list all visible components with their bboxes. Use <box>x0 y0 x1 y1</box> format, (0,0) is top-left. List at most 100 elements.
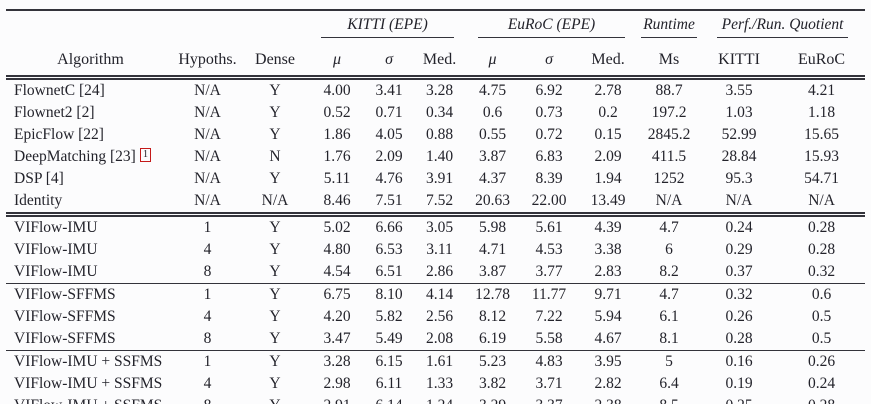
algorithm-name: EpicFlow [22] <box>14 126 104 143</box>
euroc-med-cell: 2.83 <box>594 263 622 280</box>
euroc-med-cell: 2.38 <box>578 395 639 404</box>
col-euroc-sigma: σ <box>520 39 579 80</box>
kitti-med-cell: 7.52 <box>425 192 454 209</box>
kitti-sigma-cell: 0.71 <box>375 104 403 121</box>
group-euroc-epe: EuRoC (EPE) <box>465 10 638 39</box>
euroc-med-cell: 3.95 <box>578 350 639 373</box>
euroc-med-cell: 2.78 <box>594 82 622 99</box>
kitti-mu-cell: 1.76 <box>323 148 351 165</box>
kitti-mu-cell: 5.02 <box>310 212 365 239</box>
runtime-ms-cell: 8.2 <box>659 263 679 280</box>
euroc-mu-cell: 3.87 <box>478 263 507 280</box>
algorithm-cell: VIFlow-SFFMS <box>6 283 175 306</box>
kitti-med-cell: 0.88 <box>425 126 454 143</box>
kitti-med-cell: 3.11 <box>426 241 453 258</box>
kitti-med-cell: 4.14 <box>414 283 466 306</box>
runtime-ms-cell: 1252 <box>653 170 685 187</box>
algorithm-name: DeepMatching [23] <box>14 148 136 165</box>
kitti-med-cell: 2.56 <box>425 308 454 325</box>
kitti-sigma-cell: 6.14 <box>364 395 415 404</box>
euroc-mu-cell: 5.98 <box>465 212 521 239</box>
dense-cell: Y <box>269 263 281 280</box>
dense-cell: Y <box>269 330 281 347</box>
algorithm-cell: VIFlow-IMU + SSFMS <box>6 395 175 404</box>
dense-cell: Y <box>269 82 281 99</box>
quotient-euroc-cell: 0.6 <box>778 283 866 306</box>
hypoths-cell: 4 <box>203 308 212 325</box>
algorithm-cell: DSP [4] <box>6 168 175 190</box>
hypoths-cell: 8 <box>203 263 212 280</box>
algorithm-cell: VIFlow-IMU <box>6 212 175 239</box>
kitti-med-cell: 3.91 <box>425 170 454 187</box>
runtime-ms-cell: 88.7 <box>655 82 683 99</box>
hypoths-cell: N/A <box>194 82 221 99</box>
column-header-row: Algorithm Hypoths. Dense μ σ Med. μ σ Me… <box>6 39 866 80</box>
euroc-sigma-cell: 11.77 <box>520 283 579 306</box>
kitti-med-cell: 0.34 <box>425 104 454 121</box>
quotient-kitti-cell: 0.26 <box>725 308 753 325</box>
quotient-euroc-cell: 0.24 <box>807 375 836 392</box>
runtime-ms-cell: 8.5 <box>638 395 701 404</box>
table-row: VIFlow-IMU 4 Y 4.80 6.53 3.11 4.71 4.53 … <box>6 239 865 261</box>
table-row: DeepMatching [23] 1 N/A N 1.76 2.09 1.40 … <box>6 146 865 168</box>
runtime-ms-cell: 411.5 <box>651 148 687 165</box>
euroc-sigma-cell: 8.39 <box>535 170 563 187</box>
quotient-euroc-cell: 0.5 <box>811 330 832 347</box>
algorithm-name: VIFlow-IMU <box>14 219 98 236</box>
euroc-sigma-cell: 7.22 <box>535 308 563 325</box>
euroc-sigma-cell: 6.83 <box>535 148 563 165</box>
quotient-kitti-cell: 28.84 <box>721 148 757 165</box>
algorithm-name: VIFlow-IMU <box>14 263 98 280</box>
dense-cell: Y <box>269 126 281 143</box>
algorithm-cell: DeepMatching [23] 1 <box>6 146 175 168</box>
column-group-row: KITTI (EPE) EuRoC (EPE) Runtime Perf./Ru… <box>6 10 865 39</box>
euroc-med-cell: 2.09 <box>594 148 622 165</box>
quotient-kitti-cell: N/A <box>725 192 753 209</box>
dense-cell: Y <box>240 283 311 306</box>
table-row: VIFlow-IMU + SSFMS 1 Y 3.28 6.15 1.61 5.… <box>6 350 866 373</box>
kitti-mu-cell: 0.52 <box>323 104 351 121</box>
kitti-mu-cell: 4.00 <box>323 82 351 99</box>
kitti-mu-cell: 2.98 <box>323 375 351 392</box>
euroc-mu-cell: 4.71 <box>478 241 507 258</box>
dense-cell: Y <box>240 395 311 404</box>
dense-cell: Y <box>269 375 281 392</box>
euroc-sigma-cell: 5.58 <box>535 330 563 347</box>
hypoths-cell: 8 <box>203 330 212 347</box>
table-row: FlownetC [24] N/A Y 4.00 3.41 3.28 4.75 … <box>6 78 865 103</box>
dense-cell: Y <box>240 212 311 239</box>
dense-cell: Y <box>269 308 281 325</box>
quotient-kitti-cell: 0.29 <box>725 241 753 258</box>
hypoths-cell: N/A <box>194 148 221 165</box>
dense-cell: Y <box>269 241 281 258</box>
table-row: VIFlow-SFFMS 4 Y 4.20 5.82 2.56 8.12 7.2… <box>6 306 865 328</box>
euroc-med-cell: 0.2 <box>598 104 618 121</box>
runtime-ms-cell: 6.4 <box>659 375 679 392</box>
kitti-mu-cell: 4.80 <box>323 241 351 258</box>
group-spacer <box>6 10 310 39</box>
euroc-mu-cell: 4.37 <box>478 170 507 187</box>
quotient-euroc-cell: 15.93 <box>804 148 839 165</box>
group-perf-run-quotient: Perf./Run. Quotient <box>700 10 865 39</box>
euroc-sigma-cell: 0.72 <box>535 126 563 143</box>
algorithm-cell: VIFlow-SFFMS <box>6 328 175 351</box>
kitti-sigma-cell: 6.53 <box>375 241 403 258</box>
kitti-mu-cell: 4.54 <box>323 263 351 280</box>
col-algorithm: Algorithm <box>6 39 175 80</box>
euroc-med-cell: 0.15 <box>594 126 622 143</box>
kitti-med-cell: 1.61 <box>414 350 466 373</box>
runtime-ms-cell: 4.7 <box>638 283 701 306</box>
algorithm-cell: VIFlow-SFFMS <box>6 306 175 328</box>
algorithm-name: VIFlow-IMU <box>14 241 98 258</box>
col-euroc-med: Med. <box>578 39 639 80</box>
col-dense: Dense <box>240 39 311 80</box>
col-runtime-ms: Ms <box>638 39 701 80</box>
dense-cell: Y <box>269 104 281 121</box>
kitti-sigma-cell: 5.82 <box>375 308 403 325</box>
quotient-euroc-cell: 0.28 <box>807 241 836 258</box>
footnote-ref-link[interactable]: 1 <box>139 148 152 162</box>
euroc-sigma-cell: 6.92 <box>535 82 563 99</box>
quotient-euroc-cell: 4.21 <box>807 82 836 99</box>
quotient-kitti-cell: 95.3 <box>725 170 753 187</box>
algorithm-cell: FlownetC [24] <box>6 78 175 103</box>
